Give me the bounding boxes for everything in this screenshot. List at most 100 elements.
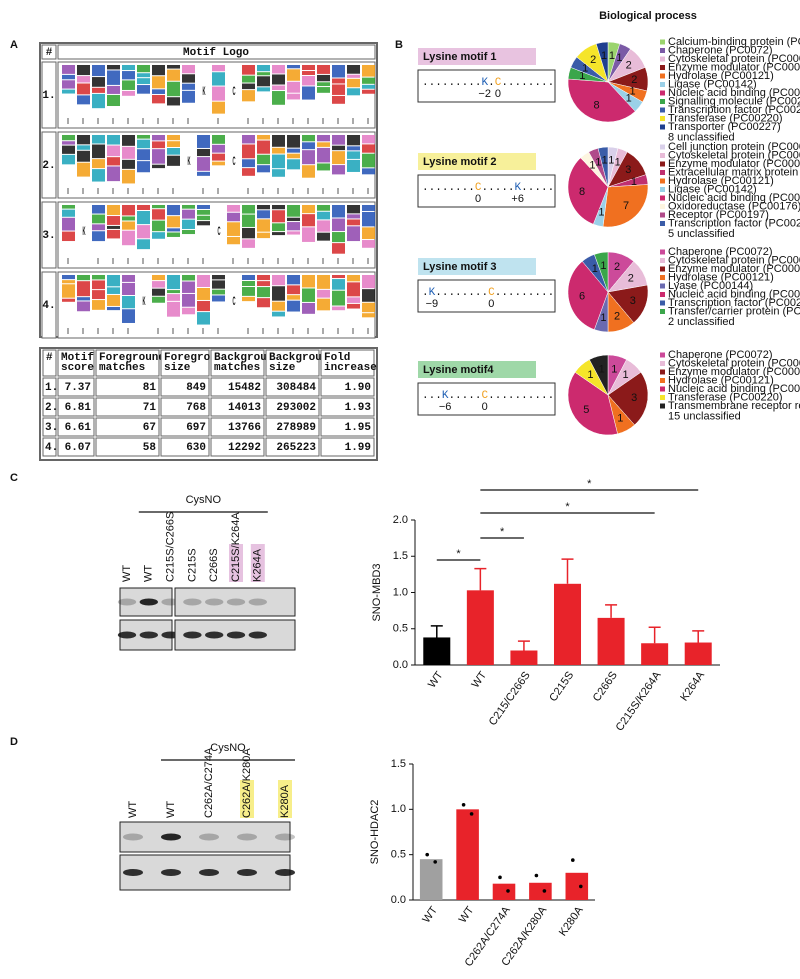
logo-letter: [152, 164, 165, 169]
slice-label: 1: [617, 412, 623, 424]
section-title: Biological process: [599, 10, 697, 22]
logo-letter: [242, 168, 255, 176]
logo-letter: [62, 298, 75, 302]
logo-letter: [152, 76, 165, 89]
stats-value: 697: [186, 422, 206, 434]
logo-letter: [182, 281, 195, 293]
x-tick-label: WT: [420, 904, 440, 925]
legend-swatch: [660, 153, 665, 158]
logo-letter: [167, 141, 180, 148]
pie-note: 2 unclassified: [668, 316, 735, 328]
logo-header-text: Motif Logo: [183, 47, 249, 59]
logo-letter: [242, 214, 255, 227]
legend-label: Nucleic acid binding (PC00171): [668, 383, 800, 395]
logo-letter: [257, 72, 270, 76]
logo-letter: [287, 65, 300, 69]
logo-letter: [197, 135, 210, 148]
logo-letter: [62, 145, 75, 154]
logo-letter: [77, 297, 90, 301]
blot-band: [139, 598, 158, 606]
legend-label: Enzyme modulator (PC00095): [668, 366, 800, 378]
logo-letter: [272, 232, 285, 236]
logo-letter: [212, 280, 225, 289]
logo-letter: [227, 212, 240, 222]
blot-band: [275, 869, 295, 876]
logo-row: [41, 201, 57, 269]
blot-band: [237, 833, 257, 841]
logo-letter: [257, 205, 270, 210]
slice-label: 1: [611, 363, 617, 375]
logo-letter: [107, 216, 120, 225]
logo-letter: [332, 135, 345, 145]
stats-value: 1.90: [345, 382, 371, 394]
motif-name: Lysine motif 2: [423, 156, 497, 168]
motif-sequence: ...K.....C..........: [422, 390, 554, 402]
stats-cell: [320, 437, 375, 457]
y-tick-label: 1.0: [393, 586, 408, 598]
logo-letter: [62, 141, 75, 145]
stats-value: 265223: [276, 442, 316, 454]
logo-letter: [347, 78, 360, 88]
blot-band: [183, 631, 202, 639]
logo-letter: [62, 231, 75, 242]
logo-letter: [77, 135, 90, 145]
motif-name: Lysine motif 1: [423, 51, 497, 63]
logo-letter: [257, 287, 270, 298]
legend-label: Hydrolase (PC00121): [668, 374, 774, 386]
legend-swatch: [660, 378, 665, 383]
logo-letter: [137, 149, 150, 161]
stats-value: 1.95: [345, 422, 372, 434]
stats-value: 630: [186, 442, 206, 454]
stats-value: 12292: [228, 442, 261, 454]
logo-letter: [167, 290, 180, 294]
motif-position: −2: [478, 88, 491, 100]
legend-label: Calcium-binding protein (PC00060): [668, 36, 800, 48]
y-tick-label: 0.0: [393, 659, 408, 671]
slice-label: 1: [601, 50, 607, 62]
legend-swatch: [660, 39, 665, 45]
stats-cell: [320, 397, 375, 417]
legend-swatch: [660, 292, 665, 297]
stats-header: #: [46, 352, 53, 364]
logo-letter: [347, 226, 360, 242]
logo-letter: [287, 148, 300, 153]
stats-cell: [160, 349, 210, 377]
logo-letter: [197, 148, 210, 157]
legend-swatch: [660, 124, 665, 130]
logo-letter: [242, 275, 255, 280]
logo-letter: [107, 135, 120, 145]
logo-letter: [287, 275, 300, 285]
legend-label: Nucleic acid binding (PC00171): [668, 192, 800, 204]
legend-label: Oxidoreductase (PC00176): [668, 200, 800, 212]
slice-label: 2: [628, 273, 634, 285]
logo-letter: [317, 74, 330, 82]
logo-letter: [62, 209, 75, 217]
legend-swatch: [660, 258, 665, 263]
logo-letter: [197, 209, 210, 215]
y-axis-label: SNO-MBD3: [371, 563, 383, 621]
data-point: [571, 858, 575, 862]
stats-cell: [265, 417, 320, 437]
legend-label: Receptor (PC00197): [668, 209, 769, 221]
logo-row-number: 3.: [42, 230, 55, 242]
logo-letter: [197, 205, 210, 209]
logo-letter: [242, 65, 255, 75]
logo-letter: [92, 77, 105, 87]
logo-letter: [167, 232, 180, 237]
logo-letter: [152, 275, 165, 281]
logo-letter: [152, 288, 165, 296]
slice-label: 2: [614, 261, 620, 273]
logo-letter: [332, 232, 345, 243]
logo-letter: [347, 214, 360, 219]
logo-letter: [242, 239, 255, 248]
logo-letter: [77, 301, 90, 312]
legend-label: Chaperone (PC0072): [668, 246, 773, 258]
bar: [492, 883, 516, 900]
logo-letter: [362, 275, 375, 289]
logo-letter: [347, 135, 360, 146]
logo-letter: [317, 298, 330, 311]
logo-letter: [122, 282, 135, 296]
logo-letter: [347, 303, 360, 309]
stats-cell: [42, 437, 57, 457]
logo-letter: [257, 65, 270, 72]
